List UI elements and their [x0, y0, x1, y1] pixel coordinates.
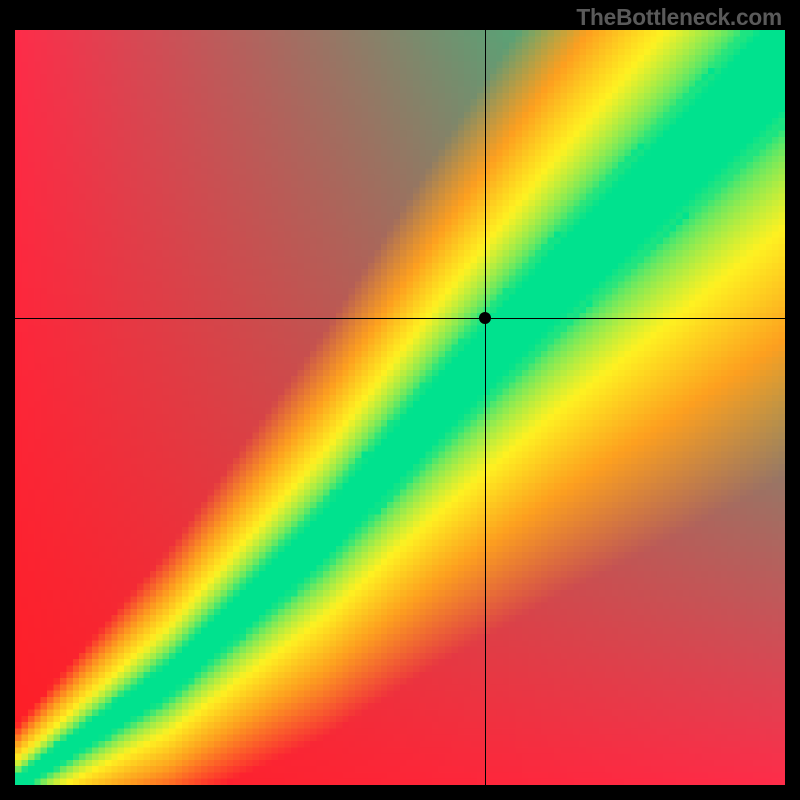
marker-point: [479, 312, 491, 324]
crosshair-horizontal: [15, 318, 785, 319]
heatmap-plot: [15, 30, 785, 785]
heatmap-canvas: [15, 30, 785, 785]
chart-container: TheBottleneck.com: [0, 0, 800, 800]
crosshair-vertical: [485, 30, 486, 785]
watermark-text: TheBottleneck.com: [576, 4, 782, 31]
